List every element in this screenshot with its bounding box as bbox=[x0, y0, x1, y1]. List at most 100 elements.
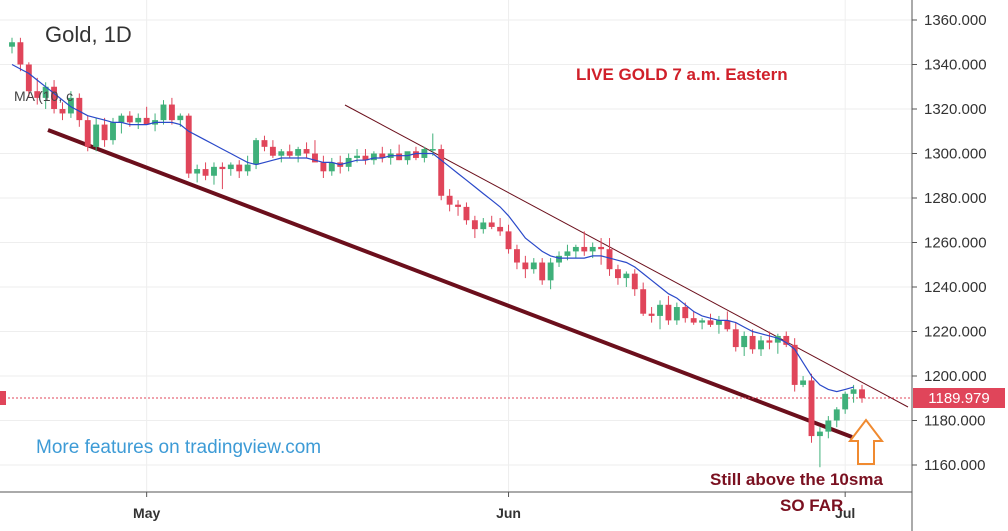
candle-body bbox=[699, 320, 706, 323]
candle-body bbox=[505, 231, 512, 250]
candle-body bbox=[42, 86, 49, 98]
support-trendline bbox=[47, 128, 853, 439]
candle-body bbox=[370, 153, 377, 161]
candle-body bbox=[328, 162, 335, 172]
candle-body bbox=[816, 431, 823, 437]
candle-body bbox=[354, 155, 360, 158]
candle-body bbox=[236, 164, 243, 172]
y-tick-label: 1220.000 bbox=[924, 324, 987, 341]
watermark-text[interactable]: More features on tradingview.com bbox=[36, 437, 321, 458]
grid bbox=[0, 0, 912, 492]
candle-body bbox=[556, 255, 562, 263]
candle-body bbox=[547, 262, 554, 281]
candle-body bbox=[51, 86, 58, 109]
candle-body bbox=[488, 222, 495, 227]
candle-body bbox=[34, 91, 41, 98]
candle-body bbox=[286, 151, 293, 156]
y-tick-label: 1240.000 bbox=[924, 279, 987, 296]
candle-body bbox=[202, 169, 209, 176]
candle-body bbox=[783, 335, 790, 345]
candle-body bbox=[497, 226, 504, 232]
candle-body bbox=[438, 149, 445, 196]
y-tick-label: 1200.000 bbox=[924, 368, 987, 385]
x-tick-label: Jul bbox=[835, 505, 855, 521]
y-tick-label: 1320.000 bbox=[924, 101, 987, 118]
candle-body bbox=[522, 262, 529, 270]
candle-body bbox=[774, 335, 781, 343]
candle-body bbox=[564, 251, 571, 256]
y-tick-label: 1340.000 bbox=[924, 57, 987, 74]
candle-body bbox=[455, 204, 461, 207]
candle-body bbox=[690, 318, 697, 323]
price-axis: 1160.000 1180.000 1200.000 1220.000 1240.000… bbox=[912, 12, 987, 474]
candle-body bbox=[17, 42, 24, 65]
candle-body bbox=[446, 195, 453, 205]
candle-body bbox=[581, 246, 588, 252]
y-tick-label: 1160.000 bbox=[924, 457, 985, 474]
candle-body bbox=[168, 104, 175, 121]
candle-body bbox=[598, 246, 605, 250]
candle-body bbox=[463, 206, 470, 221]
candle-body bbox=[126, 115, 133, 123]
headline-text: LIVE GOLD 7 a.m. Eastern bbox=[576, 65, 788, 84]
annotation-line1: Still above the 10sma bbox=[710, 470, 883, 489]
candle-body bbox=[623, 273, 630, 279]
candle-body bbox=[539, 262, 546, 281]
candle-body bbox=[135, 117, 142, 123]
x-tick-label: May bbox=[133, 505, 160, 521]
candle-body bbox=[227, 164, 234, 170]
ma10-line bbox=[11, 63, 854, 393]
candle-body bbox=[160, 104, 167, 121]
candle-body bbox=[657, 304, 663, 316]
y-tick-label: 1260.000 bbox=[924, 235, 987, 252]
candle-body bbox=[396, 153, 403, 161]
x-tick-label: Jun bbox=[496, 505, 521, 521]
y-tick-label: 1280.000 bbox=[924, 190, 987, 207]
candles bbox=[9, 37, 865, 468]
candle-body bbox=[665, 304, 672, 321]
price-tag-value: 1189.979 bbox=[928, 390, 989, 407]
candle-body bbox=[59, 109, 66, 114]
candle-body bbox=[766, 340, 773, 343]
candle-body bbox=[143, 117, 150, 125]
candle-body bbox=[25, 64, 32, 92]
candle-body bbox=[842, 393, 849, 410]
symbol-title: Gold, 1D bbox=[45, 22, 132, 47]
candle-body bbox=[9, 42, 15, 47]
candle-body bbox=[682, 307, 689, 319]
candle-body bbox=[673, 307, 680, 321]
candle-body bbox=[648, 313, 655, 316]
annotation-line2: SO FAR bbox=[780, 496, 843, 515]
candle-body bbox=[312, 153, 318, 163]
candle-body bbox=[640, 289, 647, 314]
ma-legend: MA (10, c bbox=[14, 88, 73, 104]
candle-body bbox=[606, 249, 613, 270]
candle-body bbox=[429, 149, 436, 151]
candle-body bbox=[278, 151, 285, 156]
candle-body bbox=[118, 115, 125, 123]
up-arrow-icon bbox=[847, 418, 885, 465]
candle-body bbox=[850, 389, 857, 394]
candle-body bbox=[76, 97, 83, 121]
candle-body bbox=[724, 320, 731, 330]
candle-body bbox=[480, 222, 487, 230]
candle-body bbox=[741, 335, 748, 348]
candle-body bbox=[110, 122, 116, 141]
candle-body bbox=[572, 246, 579, 252]
candle-body bbox=[101, 124, 108, 141]
candle-body bbox=[631, 273, 638, 290]
candle-body bbox=[514, 249, 520, 263]
candle-body bbox=[589, 246, 596, 252]
candle-body bbox=[379, 153, 386, 158]
candle-body bbox=[530, 262, 537, 270]
candle-body bbox=[269, 146, 276, 156]
candle-body bbox=[295, 149, 302, 156]
candle-body bbox=[413, 151, 419, 158]
candle-body bbox=[211, 166, 217, 176]
candle-body bbox=[253, 140, 260, 165]
candle-body bbox=[715, 320, 722, 325]
price-tag-left-marker bbox=[0, 391, 6, 405]
candle-body bbox=[320, 162, 327, 172]
candle-body bbox=[707, 320, 714, 325]
